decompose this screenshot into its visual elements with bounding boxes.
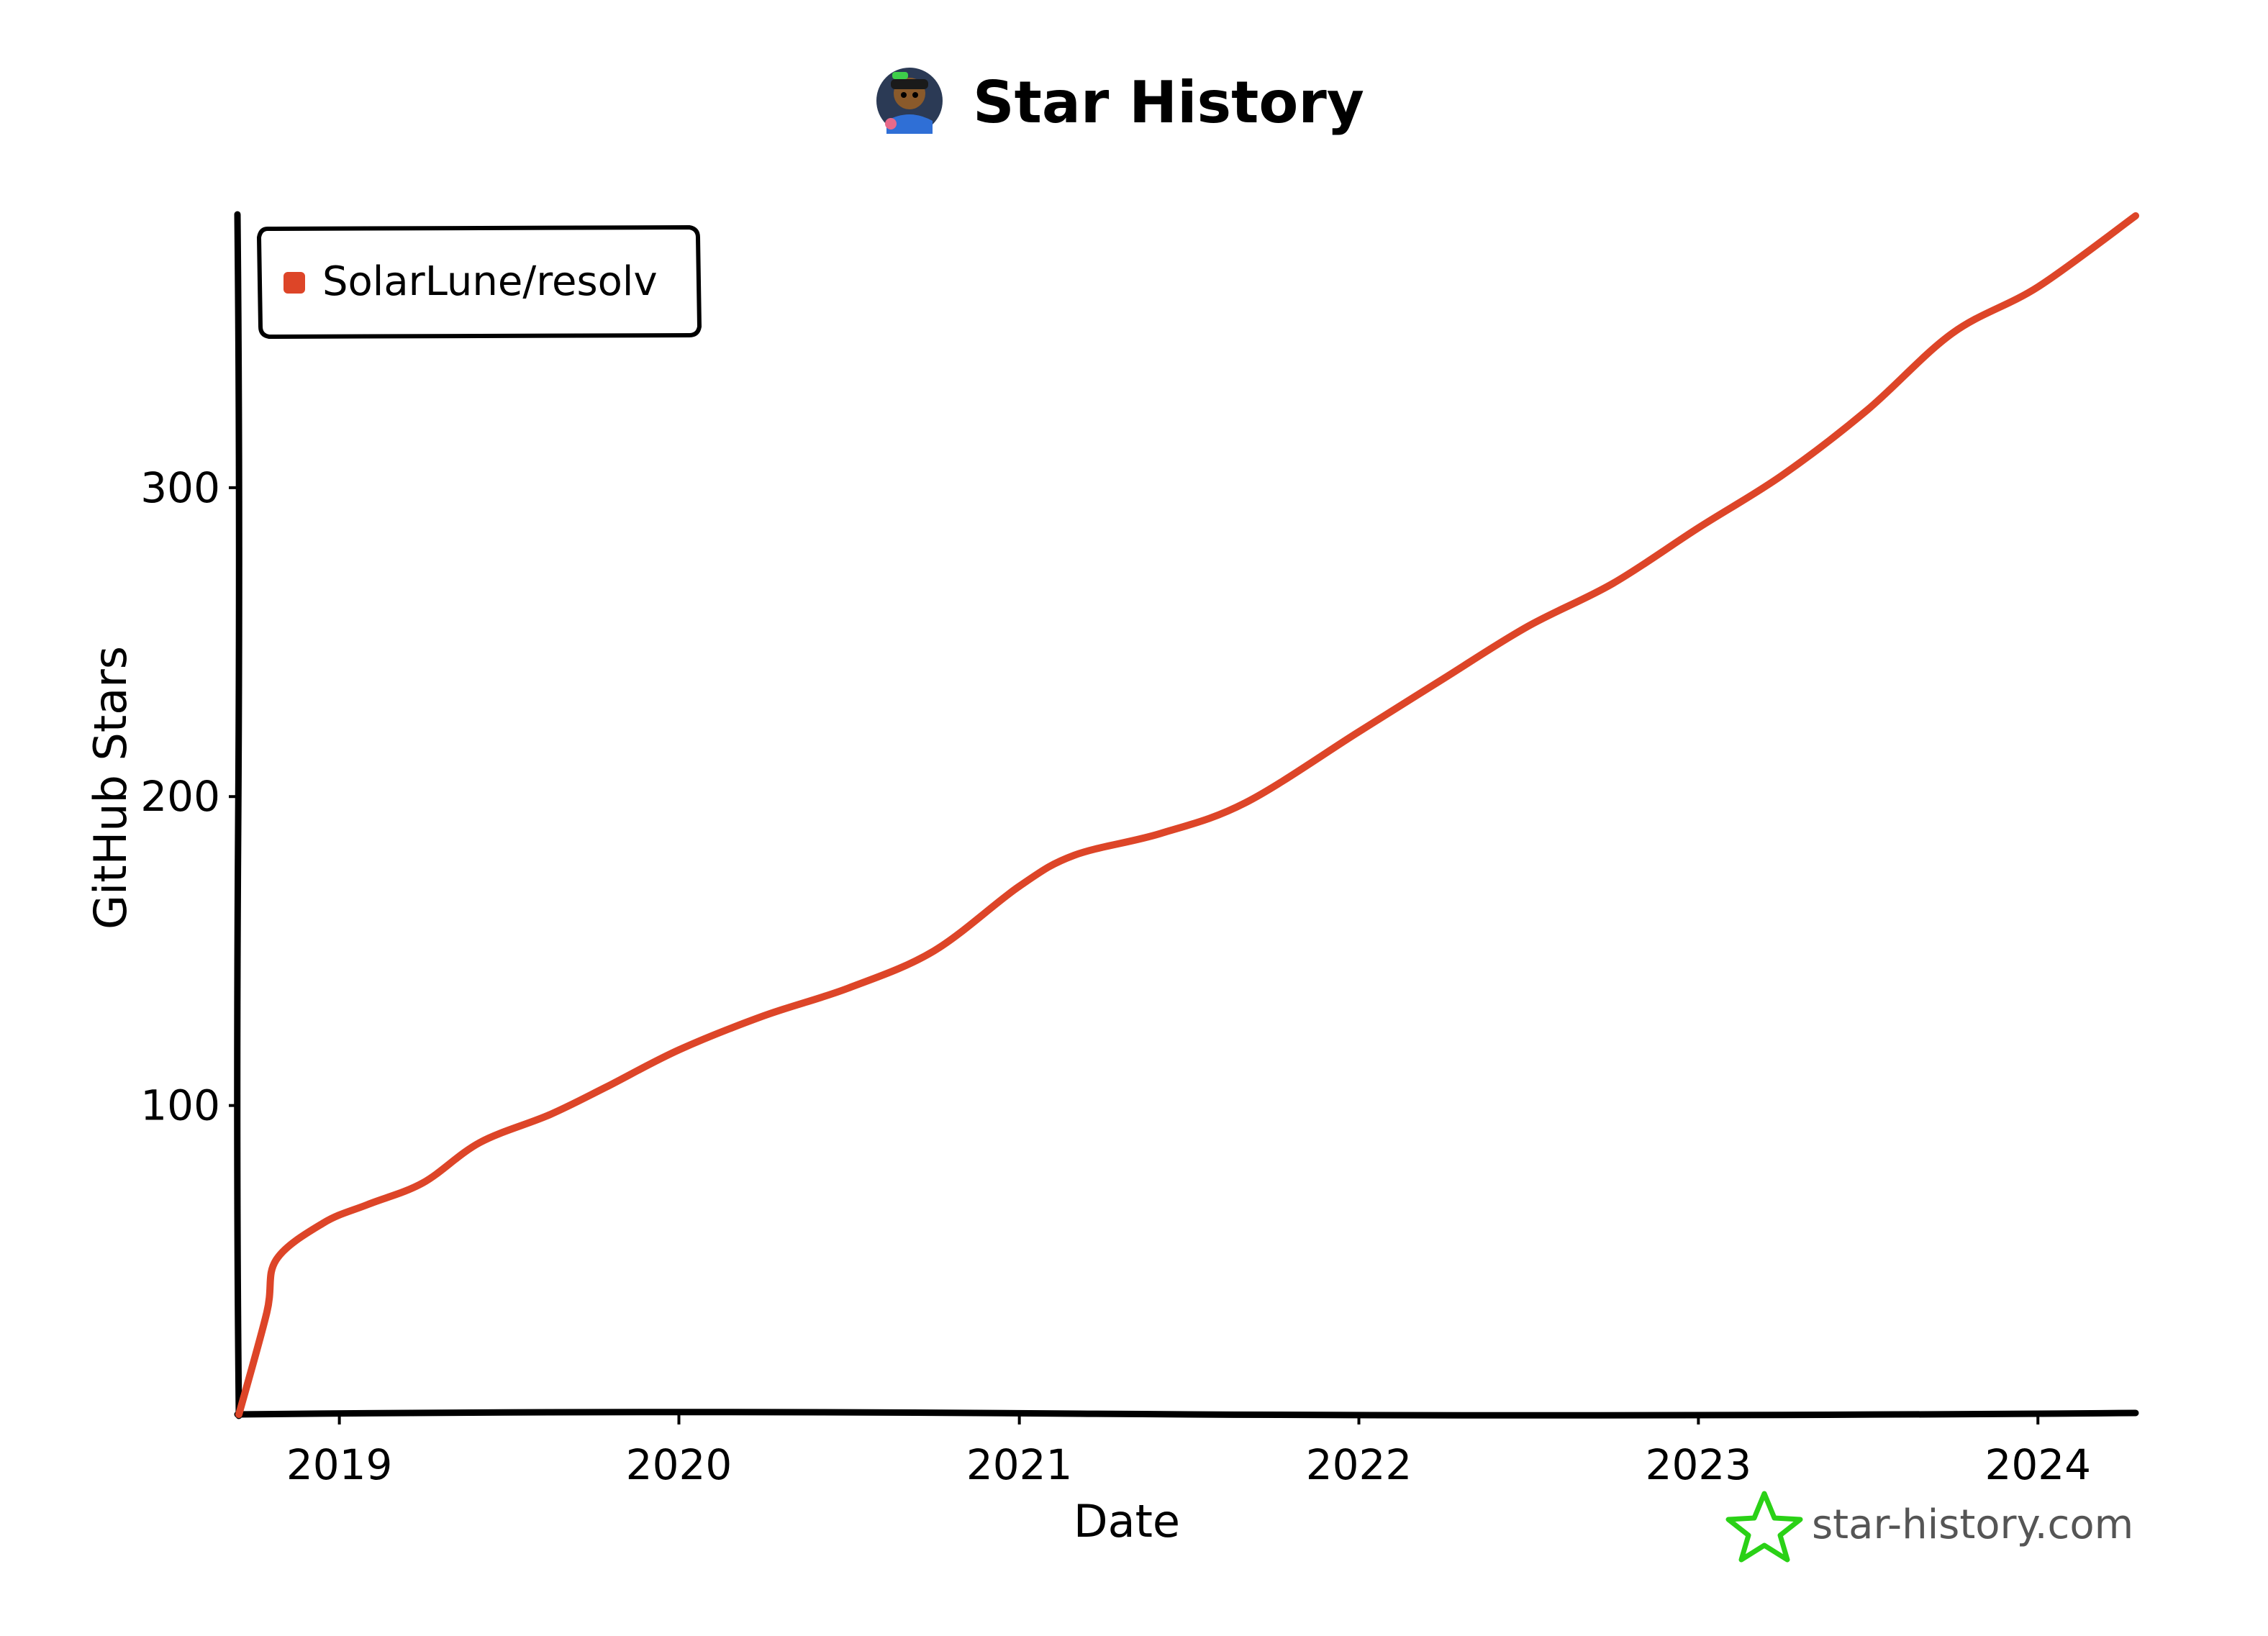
legend-box — [256, 224, 702, 340]
legend-swatch — [284, 272, 305, 294]
chart-header: Star History — [876, 68, 1364, 136]
y-axis-label: GitHub Stars — [84, 646, 137, 930]
x-tick-label: 2023 — [1646, 1440, 1752, 1489]
chart-title: Star History — [973, 69, 1364, 136]
y-tick-labels: 100 200 300 — [140, 463, 239, 1130]
x-tick-label: 2019 — [286, 1440, 393, 1489]
star-icon — [1725, 1491, 1803, 1563]
axes — [234, 211, 2139, 1419]
x-axis-line — [234, 1409, 2139, 1419]
y-tick-label: 100 — [140, 1081, 220, 1130]
x-axis-label: Date — [1074, 1495, 1180, 1548]
series-line-0 — [235, 212, 2139, 1418]
y-tick-label: 200 — [140, 772, 220, 821]
x-tick-label: 2022 — [1306, 1440, 1412, 1489]
x-tick-label: 2021 — [966, 1440, 1073, 1489]
legend: SolarLune/resolv — [256, 224, 702, 340]
y-axis-line — [234, 211, 242, 1419]
branding-text: star-history.com — [1812, 1501, 2133, 1548]
y-tick-label: 300 — [140, 463, 220, 512]
series-layer — [235, 212, 2139, 1418]
x-tick-label: 2024 — [1984, 1440, 2091, 1489]
avatar-icon — [876, 68, 943, 134]
x-tick-labels: 2019 2020 2021 2022 2023 2024 — [286, 1414, 2091, 1489]
branding: star-history.com — [1725, 1491, 2133, 1563]
legend-label: SolarLune/resolv — [322, 258, 658, 305]
x-tick-label: 2020 — [626, 1440, 732, 1489]
